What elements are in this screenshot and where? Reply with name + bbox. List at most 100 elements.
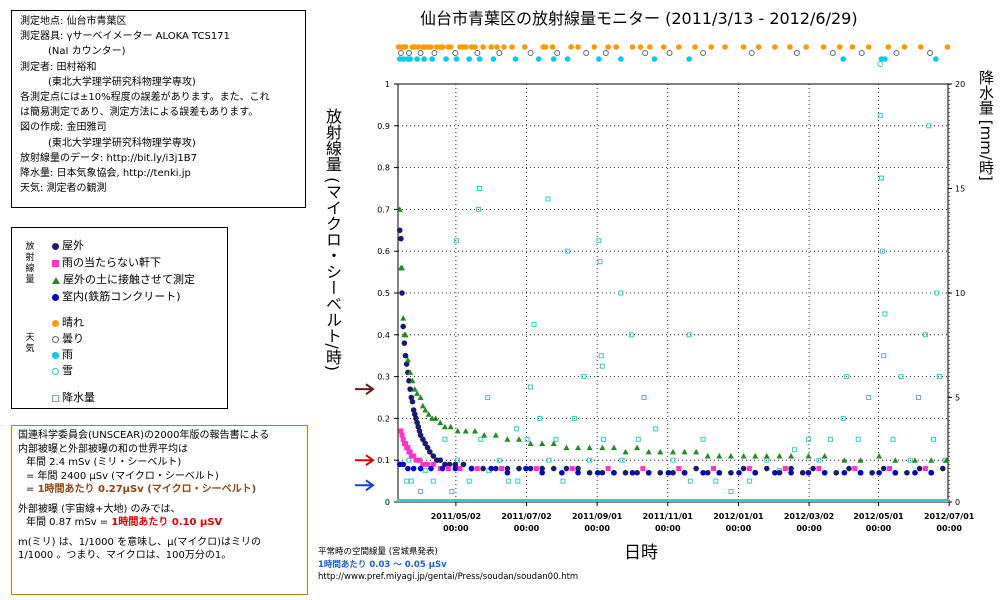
weather-sunny-point	[836, 44, 843, 50]
y-tick-label-left: 0.4	[377, 331, 390, 340]
rain-point	[723, 499, 727, 502]
weather-sunny-point	[439, 44, 446, 50]
weather-cloudy-point	[452, 50, 459, 56]
radiation-point	[575, 444, 582, 451]
radiation-point	[752, 453, 759, 459]
rain-point	[756, 499, 760, 502]
rain-point	[940, 499, 944, 502]
x-tick-label-time: 00:00	[866, 524, 892, 533]
rain-point	[396, 499, 400, 502]
radiation-point	[493, 465, 499, 472]
rain-point	[934, 499, 938, 502]
radiation-point	[452, 461, 459, 468]
radiation-point	[716, 453, 723, 459]
weather-rain-point	[651, 56, 658, 62]
radiation-point	[904, 469, 910, 476]
rain-point	[459, 499, 463, 502]
rain-point	[802, 499, 806, 502]
unscear-line: 1/1000 。つまり、マイクロは、100万分の1。	[18, 550, 232, 561]
radiation-point	[799, 469, 806, 476]
weather-rain-point	[512, 56, 519, 62]
rain-point	[571, 499, 575, 502]
radiation-point	[445, 466, 451, 472]
legend-marker-icon	[52, 319, 59, 327]
rain-point	[773, 499, 777, 502]
rain-point	[598, 353, 604, 359]
rain-point	[808, 499, 812, 502]
radiation-point	[401, 340, 408, 346]
rain-point	[783, 499, 787, 502]
radiation-point	[409, 398, 416, 405]
rain-point	[476, 499, 480, 502]
radiation-point	[405, 445, 411, 451]
radiation-point	[400, 315, 407, 321]
rain-point	[792, 447, 798, 453]
rain-point	[611, 499, 615, 502]
radiation-point	[413, 457, 419, 463]
rain-point	[455, 457, 461, 463]
radiation-point	[527, 440, 534, 446]
rain-point	[903, 499, 907, 502]
rain-point	[882, 311, 888, 317]
rain-point	[406, 499, 410, 502]
rain-point	[759, 499, 763, 502]
weather-cloudy-point	[602, 50, 609, 56]
rain-point	[863, 499, 867, 502]
radiation-point	[481, 432, 488, 438]
weather-rain-point	[466, 56, 473, 62]
rain-point	[872, 499, 876, 502]
radiation-point	[405, 465, 411, 472]
x-tick-label-date: 2012/03/02	[784, 512, 834, 521]
rain-point	[683, 499, 687, 502]
rain-point	[710, 499, 714, 502]
rain-point	[525, 499, 529, 502]
rain-point	[888, 499, 892, 502]
rain-point	[582, 499, 586, 502]
weather-rain-point	[596, 56, 602, 62]
rain-point	[914, 499, 918, 502]
rain-point	[750, 499, 754, 502]
weather-cloudy-point	[417, 50, 424, 56]
radiation-point	[816, 466, 822, 472]
rain-point	[452, 499, 456, 502]
unscear-line: 年間 0.87 mSv = 1時間あたり 0.10 μSV	[18, 516, 301, 530]
rain-point	[537, 499, 541, 502]
unscear-external: 年間 0.87 mSv =	[26, 517, 112, 528]
radiation-point	[516, 465, 522, 472]
rain-point	[493, 499, 497, 502]
rain-point	[693, 499, 697, 502]
rain-point	[412, 499, 416, 502]
legend-weather-item: 雪	[52, 364, 73, 378]
rain-point	[922, 499, 926, 502]
rain-point	[589, 499, 593, 502]
radiation-point	[417, 432, 424, 438]
rain-point	[483, 499, 487, 502]
rain-point	[486, 499, 490, 502]
weather-cloudy-point	[431, 50, 438, 56]
radiation-point	[422, 440, 429, 447]
rain-point	[898, 499, 902, 502]
rain-point	[889, 499, 893, 502]
rain-point	[599, 363, 605, 369]
rain-point	[504, 499, 508, 502]
radiation-point	[411, 453, 417, 459]
rain-point	[655, 499, 659, 502]
rain-point	[475, 206, 481, 212]
rain-point	[775, 499, 779, 502]
rain-point	[855, 436, 861, 442]
rain-point	[565, 248, 571, 254]
legend-label: 屋外の土に接触させて測定	[63, 273, 195, 286]
legend-label: 屋外	[62, 239, 84, 252]
rain-point	[867, 499, 871, 502]
rain-point	[688, 499, 692, 502]
rain-point	[481, 499, 485, 502]
rain-point	[813, 499, 817, 502]
rain-point	[787, 499, 791, 502]
rain-point	[778, 499, 782, 502]
rain-point	[712, 499, 716, 502]
radiation-point	[425, 461, 431, 467]
rain-point	[733, 499, 737, 502]
radiation-point	[676, 466, 682, 472]
radiation-point	[833, 469, 840, 476]
